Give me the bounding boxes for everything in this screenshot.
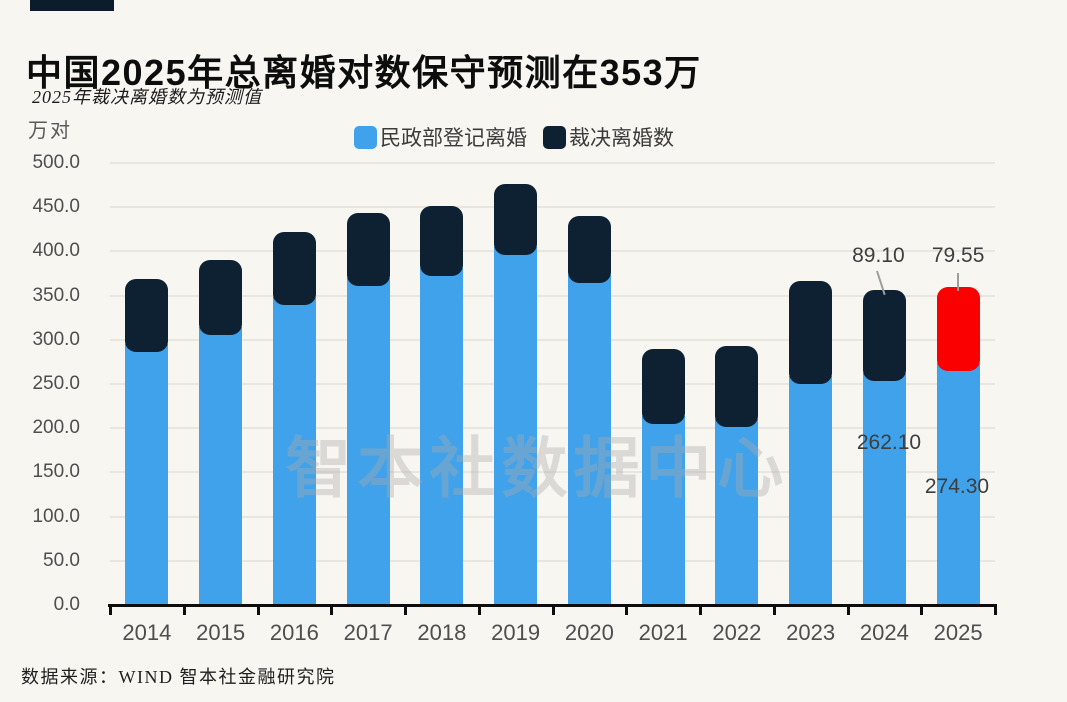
bar-2024-registered (862, 373, 906, 605)
bar-2014-court (125, 278, 169, 352)
chart-subtitle: 2025年裁决离婚数为预测值 (32, 87, 262, 107)
x-tick-label-2016: 2016 (269, 620, 319, 645)
gridline (110, 515, 995, 518)
x-tick-label-2023: 2023 (786, 620, 836, 645)
bar-2021-registered (641, 415, 685, 605)
plot-area: 智本社数据中心 (108, 162, 997, 615)
x-axis-tick (404, 605, 407, 615)
x-axis-tick (625, 605, 629, 615)
x-axis-tick (994, 605, 997, 615)
legend-item-registered: 民政部登记离婚 (354, 122, 527, 152)
brand-accent-bar (30, 0, 114, 11)
gridline (110, 206, 995, 209)
bar-2024-court (862, 289, 906, 382)
legend-item-court: 裁决离婚数 (543, 122, 674, 152)
x-axis-tick (330, 605, 334, 615)
gridline (110, 383, 995, 385)
gridline (110, 427, 995, 430)
y-tick-label: 450.0 (32, 196, 80, 218)
annotation-2025-court: 79.55 (931, 244, 985, 267)
bar-2015-court (199, 260, 243, 335)
y-tick-label: 300.0 (32, 328, 80, 350)
y-tick-label: 500.0 (32, 152, 80, 173)
y-tick-label: 100.0 (32, 505, 80, 527)
annotation-leader-line (957, 273, 960, 291)
chart-title: 中国2025年总离婚对数保守预测在353万 (26, 52, 702, 94)
y-tick-label: 200.0 (32, 417, 80, 439)
legend-label-registered: 民政部登记离婚 (380, 126, 527, 150)
bar-2020-registered (567, 275, 611, 605)
bar-2014-registered (125, 343, 169, 605)
annotation-2025-registered: 274.30 (924, 475, 990, 498)
x-tick-label-2017: 2017 (343, 620, 393, 645)
legend-swatch-court-icon (543, 125, 566, 149)
bar-2019-registered (494, 247, 538, 605)
y-axis-unit-label: 万对 (28, 120, 72, 142)
bar-2015-registered (199, 326, 243, 605)
bar-2016-court (272, 232, 316, 305)
x-tick-label-2015: 2015 (196, 620, 246, 645)
x-tick-label-2019: 2019 (491, 620, 541, 645)
x-tick-label-2020: 2020 (564, 620, 614, 645)
gridline (110, 250, 995, 253)
y-tick-label: 0.0 (53, 594, 80, 615)
bar-2023-court (789, 281, 833, 384)
x-axis-tick (551, 605, 555, 615)
x-axis-tick (772, 605, 776, 615)
gridline (110, 471, 995, 474)
x-axis-tick (477, 605, 481, 615)
bar-2022-registered (715, 419, 759, 605)
bar-2017-court (346, 213, 390, 286)
bar-2025-registered (936, 362, 980, 605)
bar-2023-registered (789, 375, 833, 605)
x-tick-label-2025: 2025 (933, 620, 983, 645)
bar-2018-registered (420, 268, 464, 605)
x-axis-tick (699, 605, 702, 615)
x-tick-label-2014: 2014 (122, 620, 172, 645)
x-axis-tick (920, 605, 924, 615)
x-tick-label-2018: 2018 (417, 620, 467, 645)
gridline (110, 559, 995, 562)
bar-2018-court (420, 205, 464, 277)
y-tick-label: 250.0 (32, 373, 80, 394)
source-note: 数据来源：WIND 智本社金融研究院 (21, 667, 336, 687)
bar-2016-registered (272, 296, 316, 605)
x-tick-label-2024: 2024 (859, 620, 909, 645)
bar-2020-court (567, 216, 611, 284)
annotation-2024-registered: 262.10 (856, 431, 922, 454)
x-tick-label-2021: 2021 (638, 620, 688, 645)
x-axis-tick (846, 605, 850, 615)
gridline (110, 162, 995, 164)
x-axis-tick (109, 605, 112, 615)
gridline (110, 338, 995, 341)
chart-legend: 民政部登记离婚 裁决离婚数 (354, 122, 674, 152)
x-axis-tick (256, 605, 260, 615)
y-tick-label: 50.0 (43, 549, 80, 571)
x-axis-tick (182, 605, 186, 615)
annotation-2024-court: 89.10 (852, 244, 905, 267)
bar-2025-court-forecast (936, 287, 980, 371)
y-tick-label: 150.0 (32, 461, 80, 483)
y-tick-label: 350.0 (32, 284, 80, 306)
legend-label-court: 裁决离婚数 (569, 126, 674, 150)
y-tick-label: 400.0 (32, 240, 80, 262)
bar-2019-court (494, 184, 538, 256)
bar-2017-registered (346, 277, 390, 605)
bar-2021-court (641, 349, 685, 424)
gridline (110, 294, 995, 297)
legend-swatch-registered-icon (354, 125, 377, 149)
x-tick-label-2022: 2022 (712, 620, 762, 645)
bar-2022-court (715, 345, 759, 428)
